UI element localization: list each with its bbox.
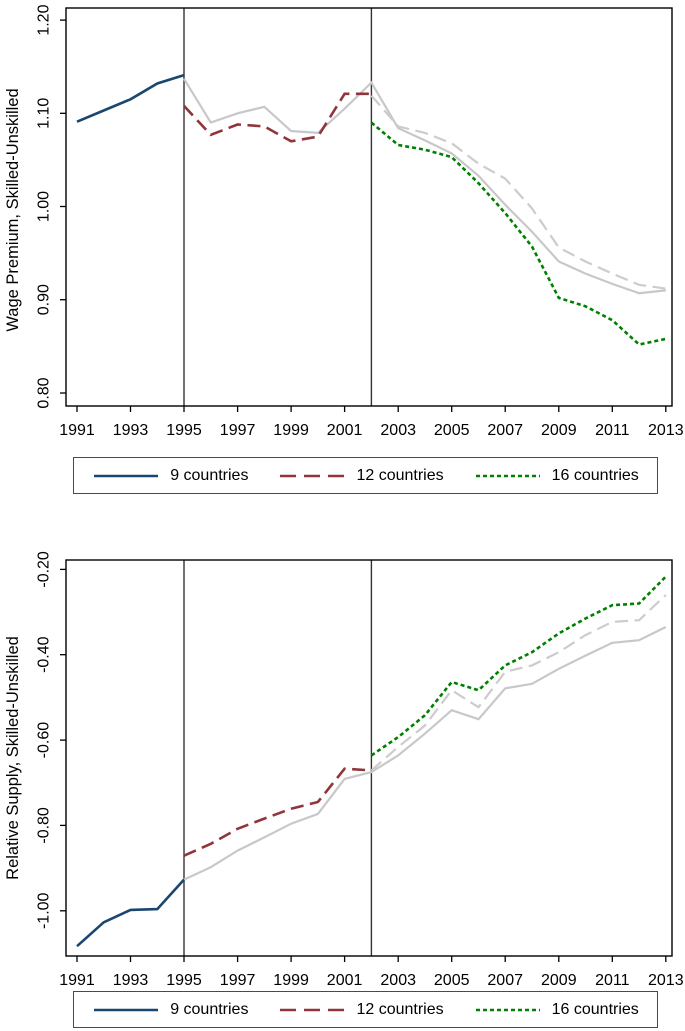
series-9-countries-extended	[183, 78, 666, 295]
y-tick-label: 0.80	[36, 377, 53, 408]
x-tick-label: 1993	[113, 972, 149, 989]
y-tick-label: 1.00	[36, 191, 53, 222]
y-tick-label: 1.20	[36, 4, 53, 35]
legend-bottom: 9 countries 12 countries 16 countries	[73, 991, 658, 1028]
legend-item-16-countries: 16 countries	[474, 467, 639, 485]
x-tick-label: 2001	[327, 972, 363, 989]
legend-item-12-countries: 12 countries	[278, 466, 444, 485]
series-16-countries	[370, 575, 667, 757]
y-tick-label: 0.90	[36, 284, 53, 315]
x-tick-label: 2003	[380, 972, 416, 989]
x-tick-label: 2001	[327, 422, 363, 439]
y-tick-label: 1.10	[36, 98, 53, 129]
x-tick-label: 2005	[434, 422, 470, 439]
x-tick-label: 2009	[541, 422, 577, 439]
legend-item-9-countries: 9 countries	[92, 1001, 248, 1019]
series-16-countries	[370, 121, 667, 346]
y-tick-label: -0.80	[36, 807, 53, 844]
x-tick-label: 1993	[113, 422, 149, 439]
legend-label: 9 countries	[170, 1000, 249, 1018]
x-tick-label: 1995	[166, 972, 202, 989]
series-9-countries	[76, 878, 185, 948]
x-tick-label: 1999	[273, 422, 309, 439]
x-tick-label: 2009	[541, 972, 577, 989]
legend-line-swatch	[475, 474, 540, 477]
x-tick-label: 2011	[595, 422, 630, 439]
x-tick-label: 2007	[487, 422, 523, 439]
series-12-countries	[183, 92, 372, 143]
series-9-countries-extended	[183, 626, 667, 881]
legend-label: 12 countries	[356, 1000, 444, 1018]
x-tick-label: 2013	[648, 972, 684, 989]
x-tick-label: 1997	[220, 422, 256, 439]
y-tick-label: -0.40	[36, 636, 53, 673]
legend-line-swatch	[280, 474, 345, 477]
legend-line-swatch	[94, 1008, 159, 1011]
wage-premium-chart: 1.20 1.10 1.00 0.90 0.80 1991 1993 1995 1997 1999…	[36, 4, 684, 439]
x-tick-label: 2005	[434, 972, 470, 989]
plot-frame	[65, 7, 673, 407]
y-tick-label: -1.00	[36, 892, 53, 929]
x-tick-label: 1991	[59, 422, 95, 439]
legend-label: 16 countries	[551, 1000, 639, 1018]
y-tick-label: -0.60	[36, 722, 53, 759]
x-tick-label: 1997	[220, 972, 256, 989]
x-tick-label: 2013	[648, 422, 684, 439]
legend-label: 16 countries	[551, 466, 639, 484]
relative-supply-chart: -0.20 -0.40 -0.60 -0.80 -1.00 1991 1993 1995 199…	[36, 551, 684, 989]
legend-item-16-countries: 16 countries	[474, 1001, 639, 1019]
series-9-countries	[76, 73, 185, 123]
series-12-countries-extended	[370, 94, 666, 290]
x-tick-label: 2007	[487, 972, 523, 989]
legend-line-swatch	[280, 1008, 345, 1011]
x-tick-label: 1999	[273, 972, 309, 989]
y-tick-label: -0.20	[36, 551, 53, 588]
legend-item-9-countries: 9 countries	[92, 467, 248, 485]
series-12-countries-extended	[370, 594, 667, 772]
legend-line-swatch	[475, 1008, 540, 1011]
legend-label: 9 countries	[170, 466, 249, 484]
plot-frame	[65, 559, 673, 957]
x-tick-label: 1995	[166, 422, 202, 439]
legend-label: 12 countries	[356, 466, 444, 484]
x-tick-label: 2011	[595, 972, 630, 989]
legend-line-swatch	[94, 474, 159, 477]
legend-top: 9 countries 12 countries 16 countries	[73, 457, 658, 494]
legend-item-12-countries: 12 countries	[278, 1000, 444, 1019]
series-12-countries	[183, 767, 372, 857]
x-tick-label: 2003	[380, 422, 416, 439]
x-tick-label: 1991	[59, 972, 95, 989]
